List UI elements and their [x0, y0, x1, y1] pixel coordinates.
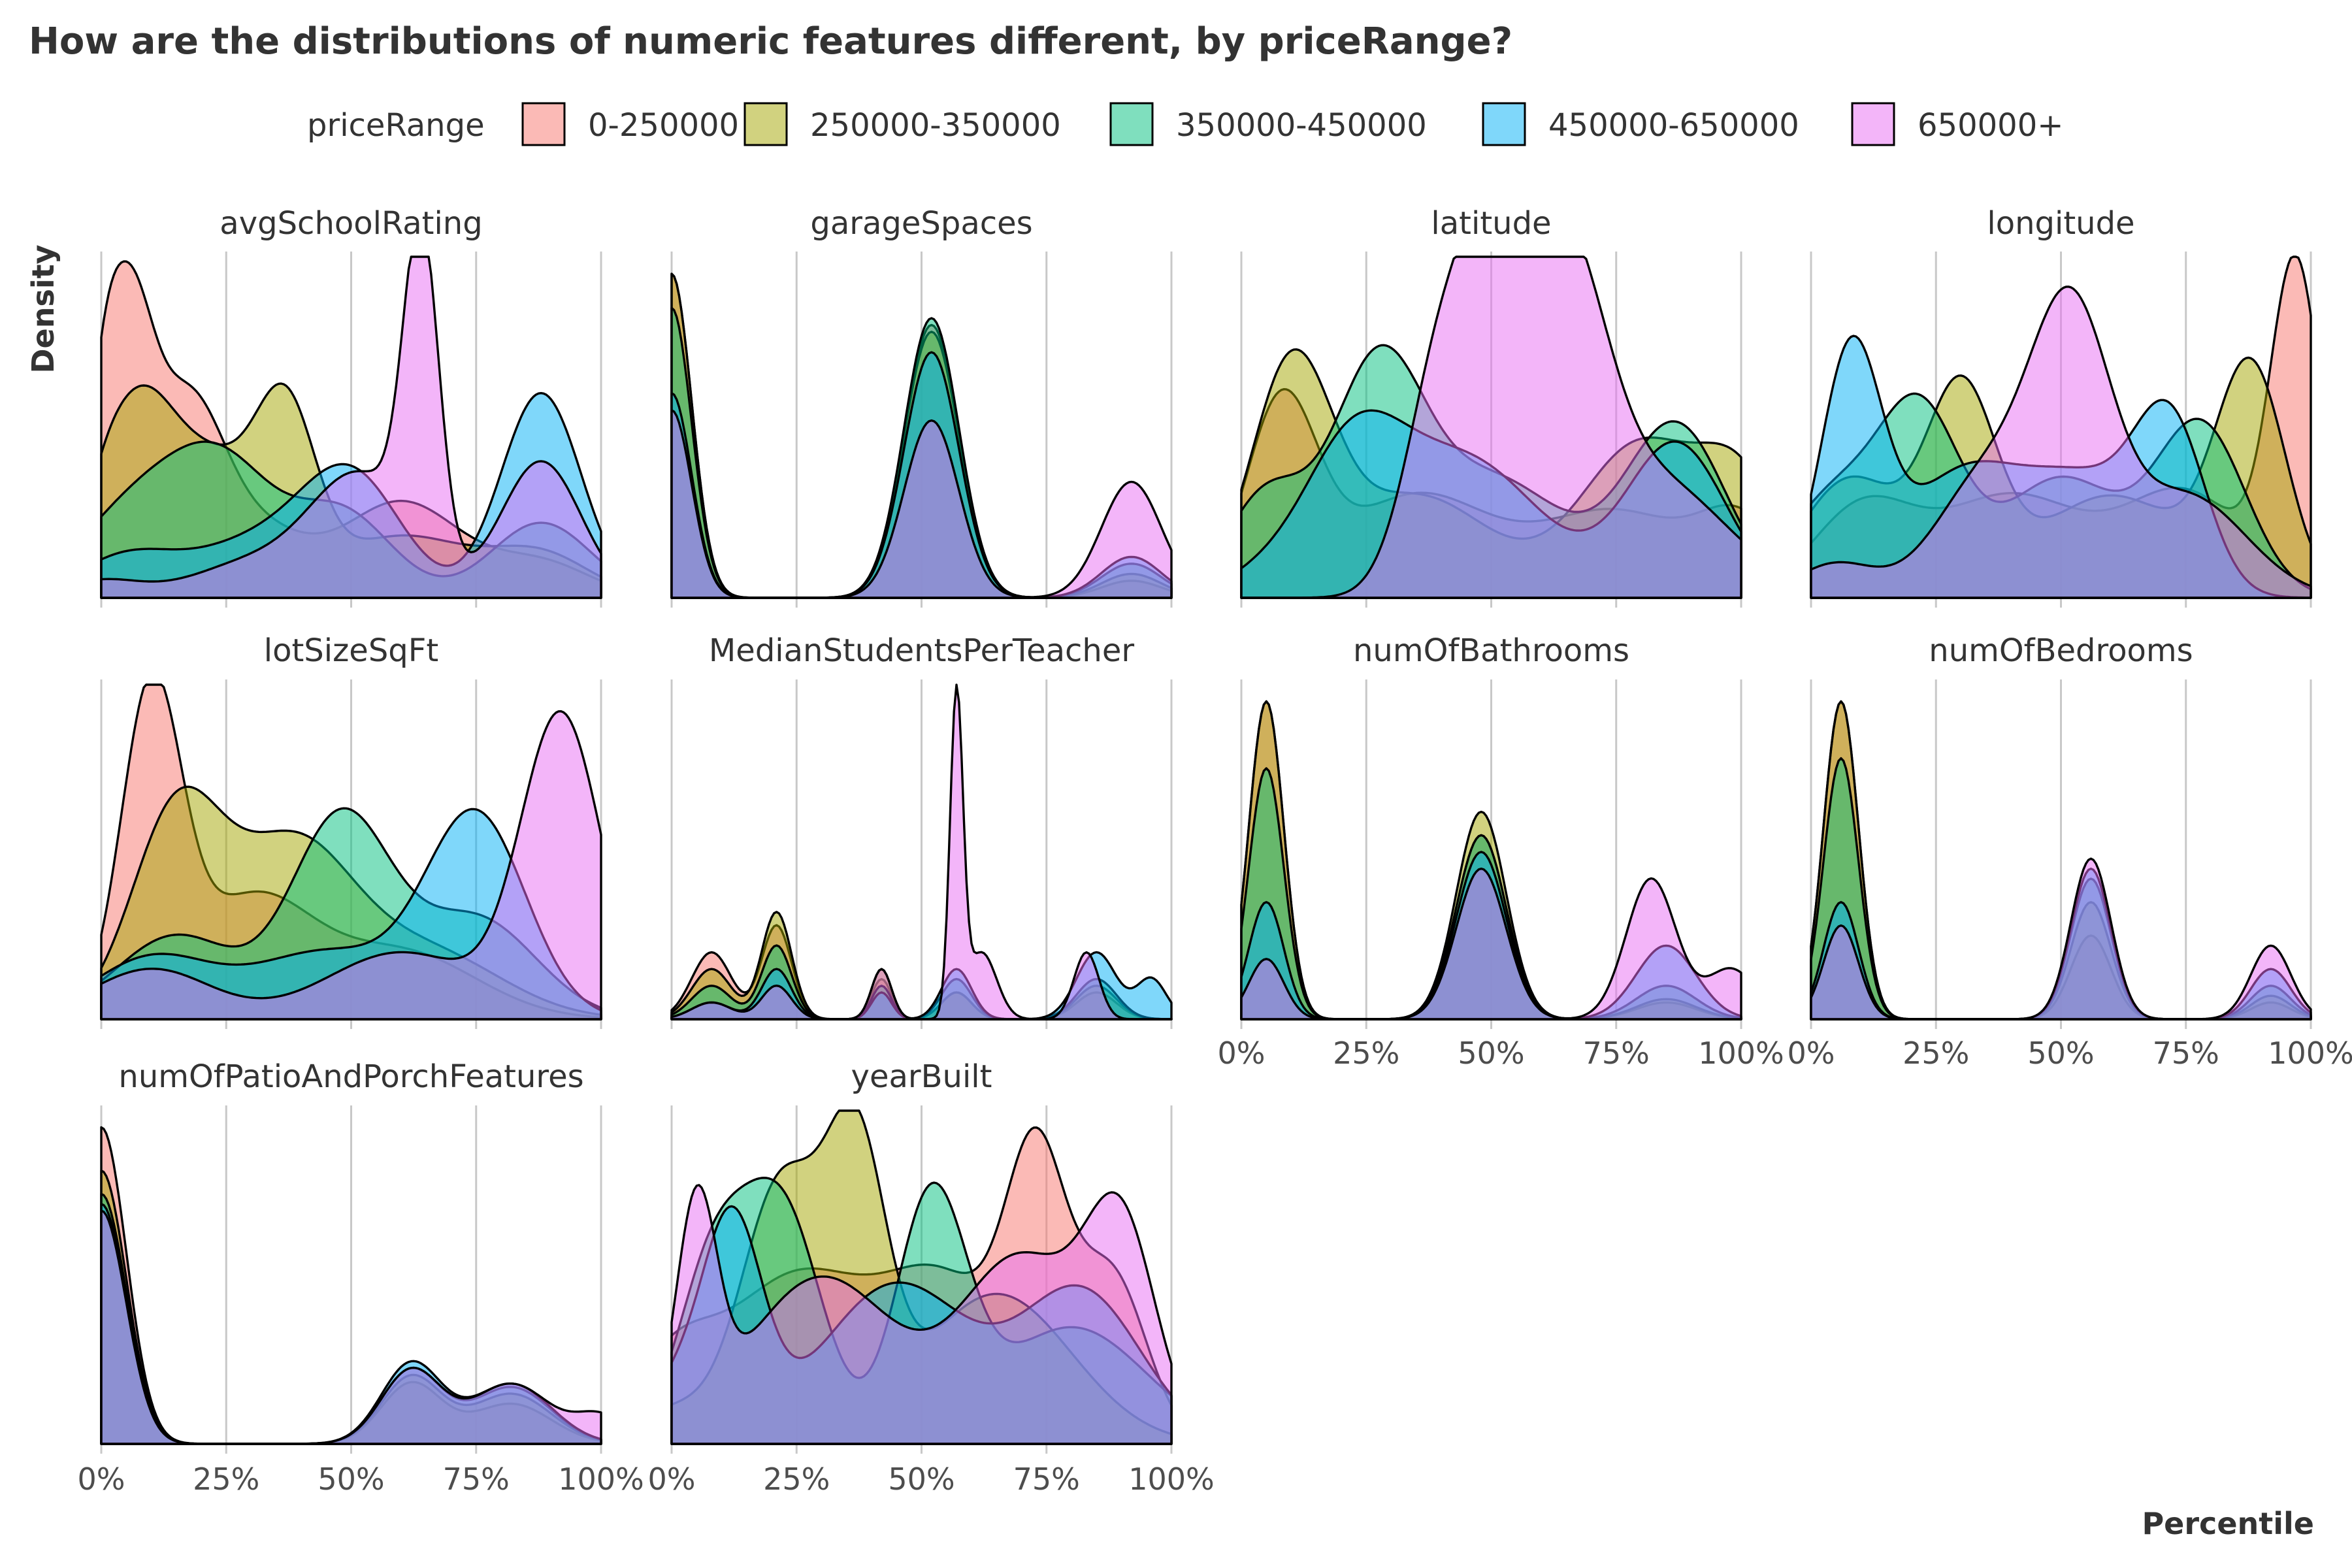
- y-axis-title: Density: [25, 244, 61, 373]
- x-tick-label: 50%: [888, 1462, 955, 1497]
- legend-label: 250000-350000: [810, 107, 1061, 144]
- facet-panel: yearBuilt 0% 25% 50% 75% 100%: [648, 1058, 1215, 1497]
- facet-panel: numOfBathrooms 0% 25% 50% 75% 100%: [1218, 632, 1784, 1071]
- density-650000+: [670, 683, 1173, 1021]
- facet-label: yearBuilt: [851, 1058, 992, 1095]
- legend-swatch: [1109, 102, 1154, 146]
- facet-panel: MedianStudentsPerTeacher: [670, 632, 1173, 1029]
- x-tick-label: 100%: [2268, 1036, 2352, 1071]
- x-tick-label: 25%: [1333, 1036, 1399, 1071]
- legend-label: 350000-450000: [1176, 107, 1427, 144]
- legend-item: 250000-350000: [743, 102, 1061, 146]
- x-tick-label: 25%: [193, 1462, 259, 1497]
- legend-label: 650000+: [1918, 107, 2063, 144]
- facet-panels: avgSchoolRating garageSpaces latitude longi…: [78, 205, 2352, 1497]
- density-650000+: [1240, 867, 1742, 1021]
- density-650000+: [1810, 857, 2312, 1021]
- facet-label: numOfPatioAndPorchFeatures: [118, 1058, 583, 1095]
- facet-label: MedianStudentsPerTeacher: [709, 632, 1135, 669]
- chart-title: How are the distributions of numeric fea…: [29, 20, 1512, 63]
- x-tick-label: 25%: [1903, 1036, 1969, 1071]
- legend-item: 650000+: [1851, 102, 2063, 146]
- facet-panel: numOfBedrooms 0% 25% 50% 75% 100%: [1788, 632, 2352, 1071]
- x-tick-label: 100%: [558, 1462, 644, 1497]
- legend-label: 0-250000: [588, 107, 739, 144]
- x-axis-title: Percentile: [2142, 1506, 2314, 1541]
- x-tick-label: 75%: [2153, 1036, 2219, 1071]
- legend: priceRange 0-250000 250000-350000 350000-45…: [307, 102, 2063, 146]
- facet-label: avgSchoolRating: [220, 205, 482, 242]
- facet-panel: garageSpaces: [670, 205, 1173, 608]
- facet-panel: longitude: [1810, 205, 2312, 608]
- legend-swatch: [1851, 102, 1895, 146]
- legend-item: 0-250000: [521, 102, 739, 146]
- facet-panel: latitude: [1240, 205, 1742, 608]
- legend-title: priceRange: [307, 107, 485, 144]
- facet-label: garageSpaces: [810, 205, 1032, 242]
- x-tick-label: 50%: [2027, 1036, 2094, 1071]
- legend-item: 450000-650000: [1482, 102, 1799, 146]
- legend-label: 450000-650000: [1548, 107, 1799, 144]
- facet-label: numOfBedrooms: [1929, 632, 2193, 669]
- x-tick-label: 100%: [1698, 1036, 1784, 1071]
- facet-label: longitude: [1987, 205, 2134, 242]
- x-tick-label: 50%: [318, 1462, 384, 1497]
- x-tick-label: 0%: [78, 1462, 125, 1497]
- facet-label: latitude: [1431, 205, 1551, 242]
- facet-panel: numOfPatioAndPorchFeatures 0% 25% 50% 75% 100…: [78, 1058, 644, 1497]
- facet-label: numOfBathrooms: [1353, 632, 1629, 669]
- x-tick-label: 100%: [1128, 1462, 1215, 1497]
- density-650000+: [670, 1184, 1173, 1445]
- facet-panel: avgSchoolRating: [100, 205, 602, 608]
- x-tick-label: 0%: [648, 1462, 696, 1497]
- legend-swatch: [1482, 102, 1526, 146]
- density-650000+: [100, 710, 602, 1021]
- x-tick-label: 75%: [1583, 1036, 1650, 1071]
- legend-swatch: [521, 102, 566, 146]
- facet-label: lotSizeSqFt: [264, 632, 438, 669]
- x-tick-label: 25%: [763, 1462, 830, 1497]
- legend-item: 350000-450000: [1109, 102, 1427, 146]
- facet-panel: lotSizeSqFt: [100, 632, 602, 1029]
- density-650000+: [670, 409, 1173, 599]
- density-650000+: [100, 255, 602, 599]
- density-450000-650000: [670, 951, 1173, 1021]
- density-650000+: [100, 1209, 602, 1445]
- x-tick-label: 75%: [443, 1462, 510, 1497]
- x-tick-label: 0%: [1788, 1036, 1835, 1071]
- density-650000+: [1240, 255, 1742, 599]
- x-tick-label: 0%: [1218, 1036, 1266, 1071]
- x-tick-label: 50%: [1458, 1036, 1524, 1071]
- density-650000+: [1810, 286, 2312, 599]
- legend-swatch: [743, 102, 788, 146]
- x-tick-label: 75%: [1013, 1462, 1080, 1497]
